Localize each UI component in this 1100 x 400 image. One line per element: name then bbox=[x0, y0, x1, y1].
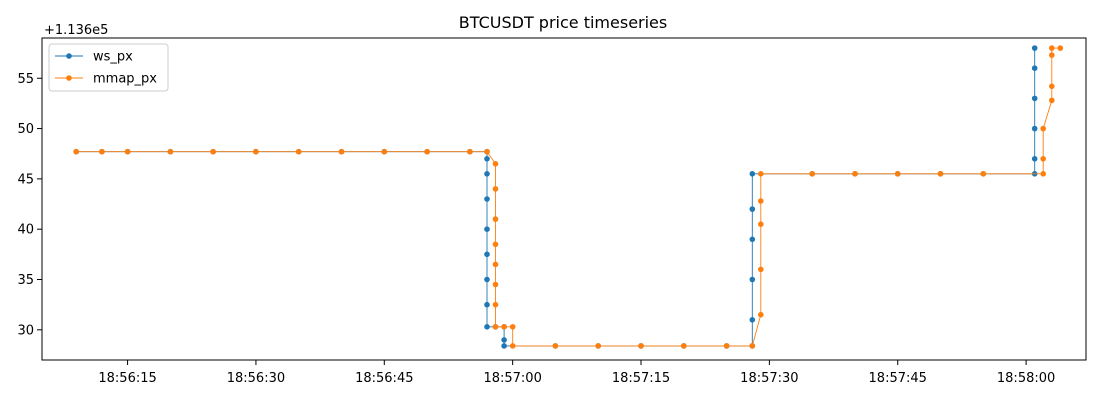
y-axis: 30 35 40 45 50 55 bbox=[17, 72, 42, 338]
data-point bbox=[492, 241, 499, 248]
y-tick-label: 40 bbox=[17, 223, 34, 238]
data-point bbox=[501, 343, 507, 349]
data-point bbox=[758, 221, 764, 227]
data-point bbox=[295, 148, 302, 155]
data-point bbox=[1040, 156, 1046, 162]
y-tick-label: 45 bbox=[17, 172, 34, 187]
data-point bbox=[894, 171, 901, 177]
data-point bbox=[1049, 83, 1055, 90]
y-offset-label: +1.136e5 bbox=[44, 23, 108, 38]
data-point bbox=[484, 301, 490, 308]
data-point bbox=[492, 281, 499, 288]
data-point bbox=[484, 156, 490, 162]
data-point bbox=[758, 198, 764, 204]
data-point bbox=[552, 343, 559, 349]
legend-swatch-marker bbox=[66, 75, 72, 81]
series-mmap_px bbox=[73, 45, 1064, 349]
legend-entries: ws_px mmap_px bbox=[55, 50, 157, 87]
data-point bbox=[852, 171, 858, 177]
data-point bbox=[509, 324, 516, 330]
data-point bbox=[595, 343, 601, 349]
data-point bbox=[338, 148, 345, 155]
data-point bbox=[210, 148, 216, 155]
legend-swatch-marker bbox=[66, 53, 72, 59]
y-tick-label: 30 bbox=[17, 323, 34, 338]
data-point bbox=[1031, 95, 1038, 102]
data-point bbox=[253, 148, 259, 155]
data-point bbox=[749, 317, 756, 323]
data-point bbox=[758, 171, 764, 177]
data-point bbox=[381, 148, 388, 155]
data-point bbox=[484, 226, 490, 232]
data-point bbox=[1057, 45, 1064, 51]
data-point bbox=[501, 337, 507, 343]
data-point bbox=[1031, 65, 1038, 71]
data-point bbox=[492, 186, 499, 192]
data-point bbox=[1049, 45, 1055, 51]
data-point bbox=[749, 236, 756, 243]
data-point bbox=[1049, 97, 1055, 104]
data-point bbox=[1040, 125, 1046, 132]
data-point bbox=[749, 276, 756, 283]
y-tick-label: 35 bbox=[17, 273, 34, 288]
data-point bbox=[749, 343, 756, 349]
chart-title: BTCUSDT price timeseries bbox=[459, 13, 667, 32]
data-point bbox=[484, 324, 490, 330]
data-point bbox=[492, 161, 499, 167]
data-point bbox=[492, 261, 499, 268]
data-point bbox=[484, 196, 490, 202]
x-axis: 18:56:15 18:56:30 18:56:45 18:57:00 18:57:15… bbox=[98, 360, 1055, 386]
data-point bbox=[1031, 125, 1038, 132]
data-point bbox=[167, 148, 174, 155]
y-tick-label: 50 bbox=[17, 122, 34, 137]
series-layer bbox=[73, 45, 1064, 349]
x-tick-label: 18:57:15 bbox=[612, 371, 670, 386]
x-tick-label: 18:56:30 bbox=[227, 371, 285, 386]
data-point bbox=[681, 343, 687, 349]
y-tick-label: 55 bbox=[17, 72, 34, 87]
data-point bbox=[484, 171, 490, 177]
data-point bbox=[484, 148, 490, 155]
data-point bbox=[1049, 52, 1055, 58]
data-point bbox=[424, 148, 430, 155]
data-point bbox=[1040, 171, 1046, 177]
legend-label: mmap_px bbox=[93, 72, 157, 87]
plot-frame bbox=[41, 37, 1087, 361]
data-point bbox=[758, 311, 764, 318]
data-point bbox=[809, 171, 815, 177]
series-line bbox=[76, 47, 1061, 347]
x-tick-label: 18:57:30 bbox=[740, 371, 798, 386]
data-point bbox=[937, 171, 944, 177]
x-tick-label: 18:57:00 bbox=[483, 371, 541, 386]
x-tick-label: 18:56:45 bbox=[355, 371, 413, 386]
data-point bbox=[492, 301, 499, 308]
data-point bbox=[758, 266, 764, 273]
data-point bbox=[492, 216, 499, 222]
x-tick-label: 18:57:45 bbox=[869, 371, 927, 386]
data-point bbox=[1031, 156, 1038, 162]
data-point bbox=[73, 148, 79, 155]
data-point bbox=[484, 276, 490, 283]
data-point bbox=[749, 206, 756, 212]
legend-label: ws_px bbox=[93, 50, 133, 65]
data-point bbox=[723, 343, 730, 349]
data-point bbox=[980, 171, 987, 177]
data-point bbox=[509, 343, 516, 349]
data-point bbox=[124, 148, 131, 155]
data-point bbox=[99, 148, 105, 155]
legend: ws_px mmap_px bbox=[48, 43, 169, 92]
data-point bbox=[749, 171, 756, 177]
data-point bbox=[492, 324, 499, 330]
data-point bbox=[501, 324, 507, 330]
series-line bbox=[76, 48, 1036, 347]
series-ws_px bbox=[73, 45, 1038, 349]
data-point bbox=[467, 148, 473, 155]
data-point bbox=[1031, 45, 1038, 51]
data-point bbox=[638, 343, 644, 349]
x-tick-label: 18:56:15 bbox=[98, 371, 156, 386]
data-point bbox=[484, 251, 490, 258]
x-tick-label: 18:58:00 bbox=[997, 371, 1055, 386]
